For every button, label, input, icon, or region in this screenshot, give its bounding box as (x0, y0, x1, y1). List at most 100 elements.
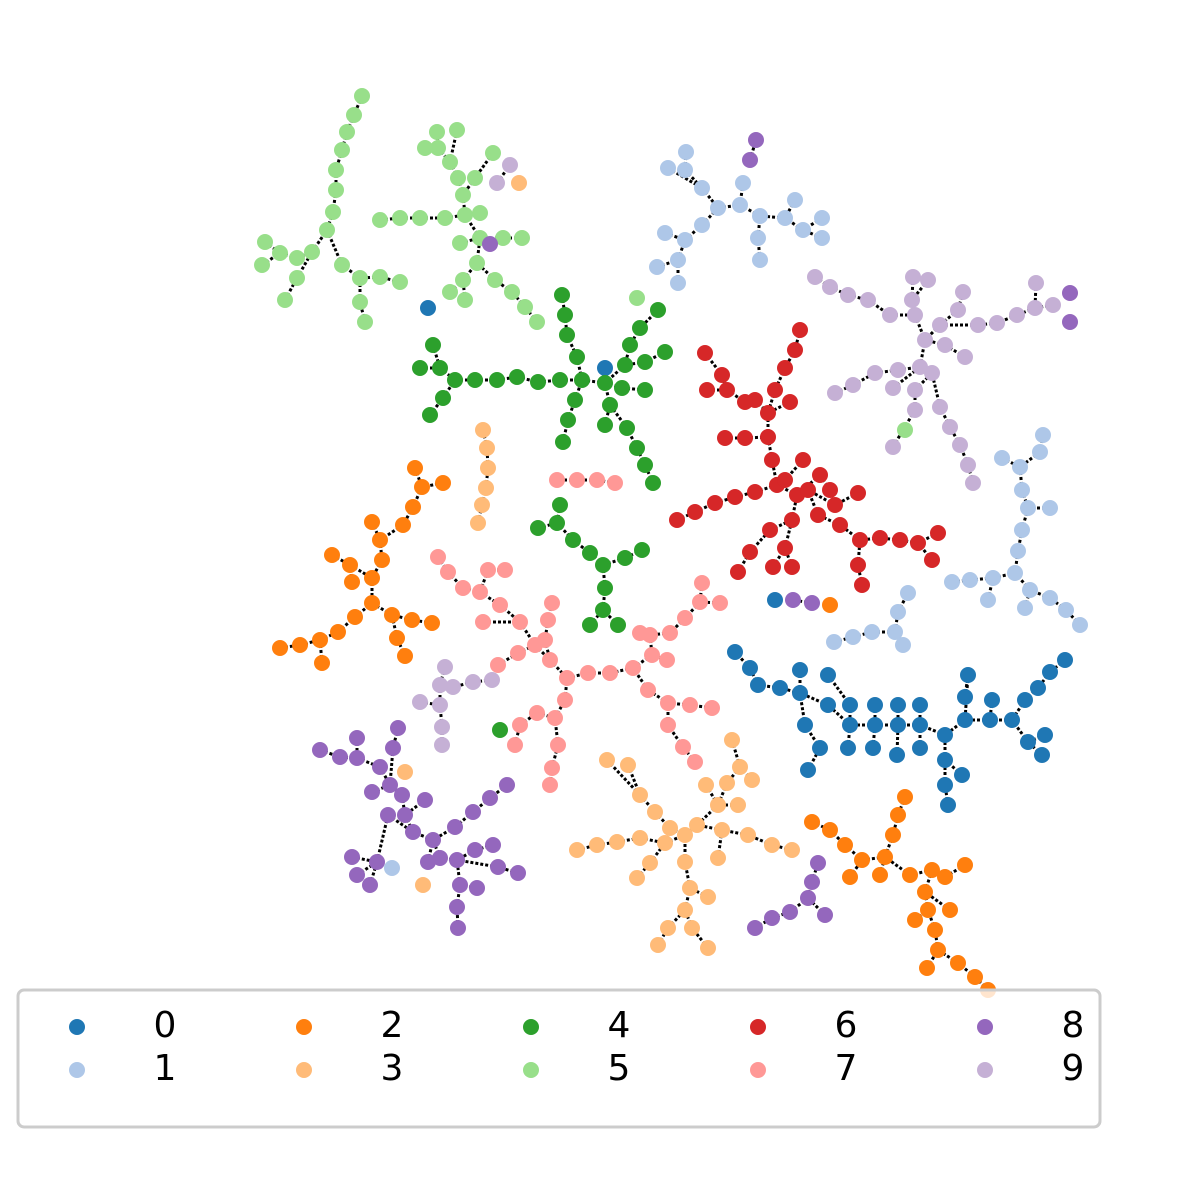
edge (375, 814, 390, 863)
node (650, 302, 666, 318)
node (432, 697, 448, 713)
node (989, 315, 1005, 331)
node (492, 722, 508, 738)
node (700, 940, 716, 956)
node (850, 485, 866, 501)
node (417, 792, 433, 808)
edge (738, 182, 745, 206)
node (640, 682, 656, 698)
node (777, 472, 793, 488)
edge (883, 834, 895, 858)
node (1042, 500, 1058, 516)
node (810, 507, 826, 523)
edge (261, 251, 281, 267)
node (497, 562, 513, 578)
node (842, 717, 858, 733)
node (595, 557, 611, 573)
node (955, 284, 971, 300)
node (782, 904, 798, 920)
node (325, 204, 341, 220)
node (917, 332, 933, 348)
node (469, 880, 485, 896)
node (649, 259, 665, 275)
node (952, 437, 968, 453)
node (677, 610, 693, 626)
edge (605, 758, 642, 797)
node (912, 697, 928, 713)
node (442, 284, 458, 300)
node (814, 210, 830, 226)
edge (667, 701, 691, 707)
node (569, 842, 585, 858)
node (510, 645, 526, 661)
node (694, 180, 710, 196)
node (924, 365, 940, 381)
node (550, 737, 566, 753)
edge (472, 796, 491, 814)
node (517, 299, 533, 315)
edge (744, 435, 769, 440)
node (820, 697, 836, 713)
node (352, 294, 368, 310)
edge (683, 887, 692, 911)
node (795, 222, 811, 238)
node (687, 504, 703, 520)
edge (441, 379, 457, 399)
edge (461, 262, 479, 281)
node (472, 584, 488, 600)
node (889, 747, 905, 763)
node (617, 550, 633, 566)
edge (957, 961, 976, 979)
legend-label: 9 (1062, 1048, 1085, 1089)
node (950, 955, 966, 971)
node (767, 382, 783, 398)
node (677, 854, 693, 870)
node (890, 807, 906, 823)
node (826, 634, 842, 650)
node (659, 652, 675, 668)
node (727, 489, 743, 505)
node (697, 345, 713, 361)
node (489, 175, 505, 191)
node (822, 279, 838, 295)
node (412, 360, 428, 376)
edge (689, 703, 713, 710)
node (737, 394, 753, 410)
node (479, 440, 495, 456)
node (930, 525, 946, 541)
legend-label: 4 (608, 1005, 631, 1046)
node (620, 757, 636, 773)
node (467, 842, 483, 858)
node (887, 624, 903, 640)
node (804, 874, 820, 890)
node (800, 762, 816, 778)
node (430, 140, 446, 156)
node (698, 777, 714, 793)
node (429, 124, 445, 140)
node (644, 647, 660, 663)
node (924, 552, 940, 568)
edge (874, 368, 899, 375)
edge (341, 263, 361, 280)
legend-marker (69, 1062, 85, 1078)
node (1014, 482, 1030, 498)
node (1017, 692, 1033, 708)
node (1062, 314, 1078, 330)
legend-marker (69, 1019, 85, 1035)
node (957, 349, 973, 365)
node (404, 612, 420, 628)
node (354, 88, 370, 104)
node (349, 750, 365, 766)
node (352, 270, 368, 286)
node (962, 572, 978, 588)
edge (371, 601, 393, 617)
node (942, 902, 958, 918)
node (542, 652, 558, 668)
node (820, 667, 836, 683)
edge (739, 203, 761, 218)
node (837, 837, 853, 853)
edge (736, 551, 752, 573)
node (542, 777, 558, 793)
node (555, 434, 571, 450)
node (380, 807, 396, 823)
